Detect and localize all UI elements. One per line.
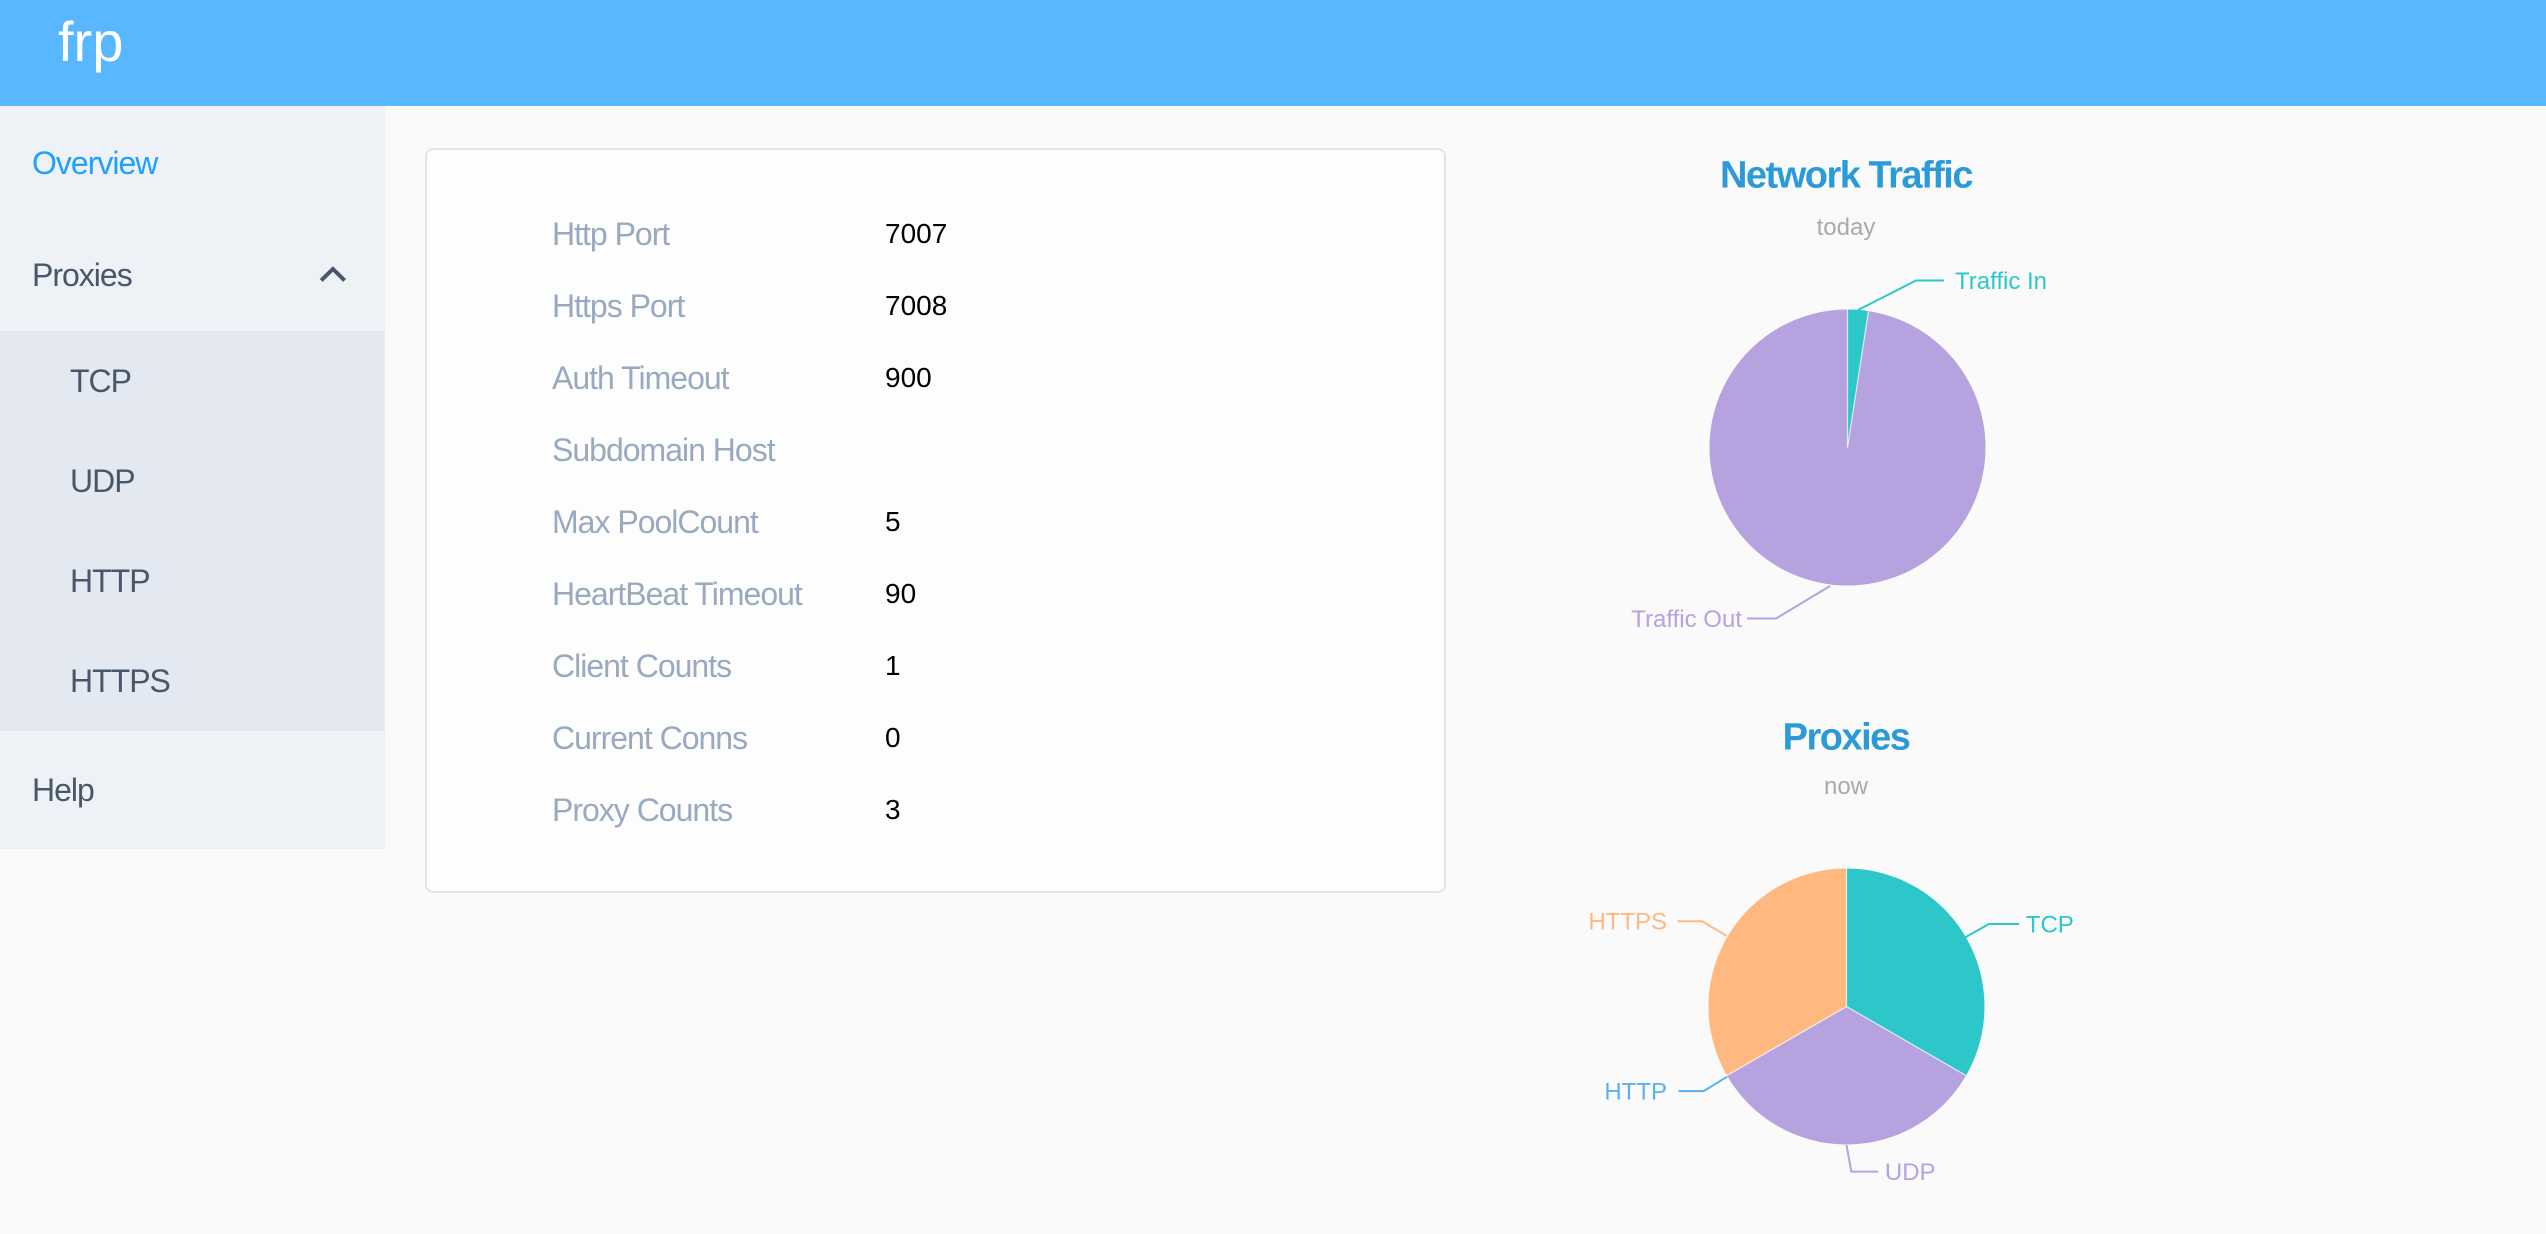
svg-text:UDP: UDP bbox=[1885, 1159, 1936, 1186]
svg-text:Proxies: Proxies bbox=[1783, 717, 1910, 759]
svg-text:Traffic In: Traffic In bbox=[1955, 268, 2047, 295]
svg-text:HTTPS: HTTPS bbox=[1588, 909, 1667, 936]
svg-text:Traffic Out: Traffic Out bbox=[1631, 606, 1742, 633]
svg-text:today: today bbox=[1817, 214, 1876, 241]
svg-text:HTTP: HTTP bbox=[1604, 1079, 1667, 1106]
svg-text:TCP: TCP bbox=[2026, 912, 2074, 939]
svg-text:Network Traffic: Network Traffic bbox=[1720, 155, 1973, 197]
svg-text:now: now bbox=[1824, 773, 1869, 800]
